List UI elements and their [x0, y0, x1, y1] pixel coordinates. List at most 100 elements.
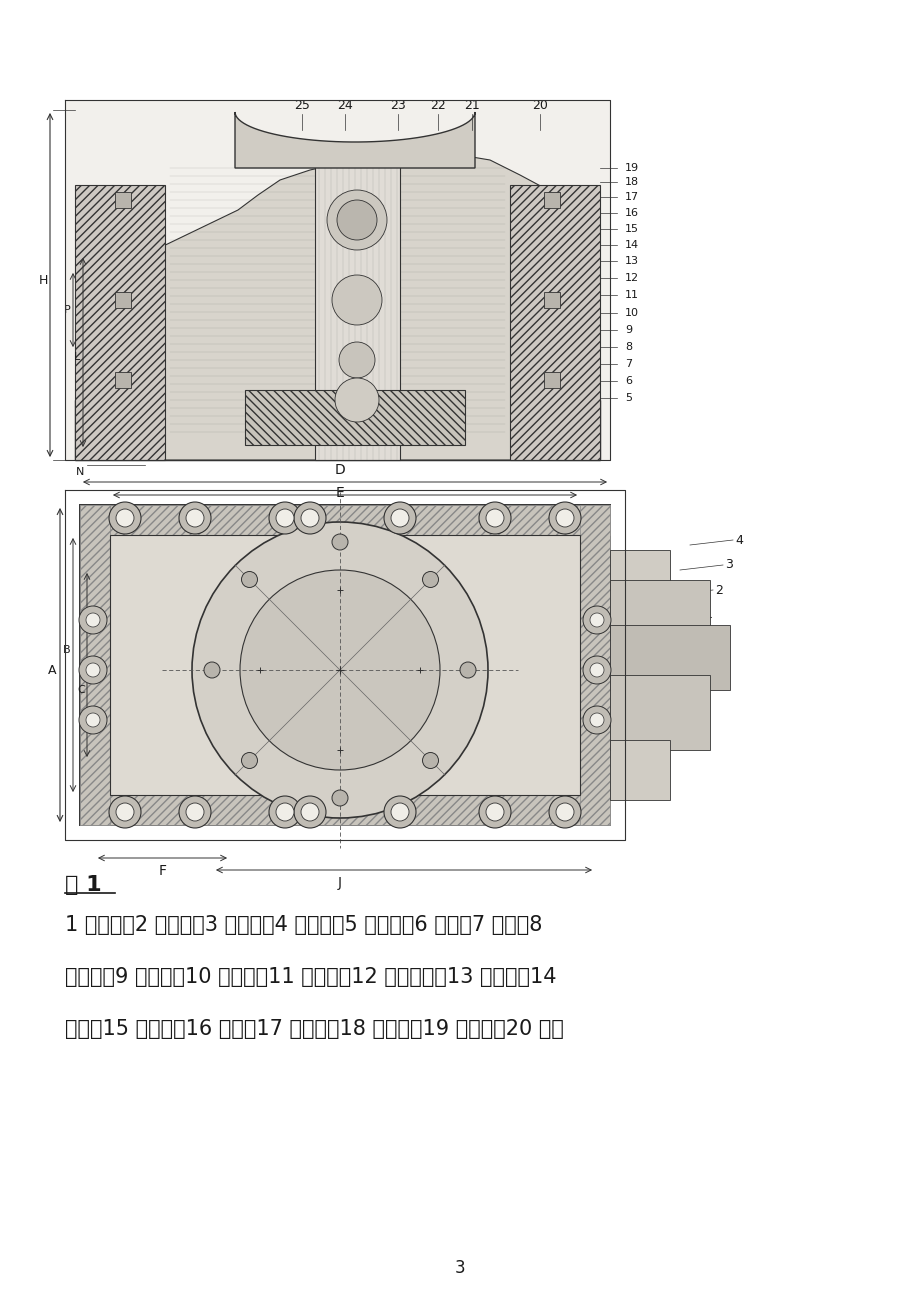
- Text: 8: 8: [624, 342, 631, 352]
- Circle shape: [589, 663, 604, 677]
- Text: 10: 10: [624, 309, 639, 318]
- Text: 19: 19: [624, 163, 639, 173]
- Text: 14: 14: [624, 240, 639, 250]
- Text: 12: 12: [624, 273, 639, 283]
- Bar: [579, 505, 609, 825]
- Text: E: E: [335, 486, 344, 500]
- Text: 3: 3: [724, 559, 732, 572]
- Circle shape: [583, 656, 610, 684]
- Circle shape: [583, 605, 610, 634]
- Bar: [609, 625, 729, 690]
- Circle shape: [301, 509, 319, 527]
- Circle shape: [391, 509, 409, 527]
- Text: P: P: [63, 305, 70, 315]
- Circle shape: [108, 796, 141, 828]
- Circle shape: [555, 803, 573, 822]
- Text: 2: 2: [714, 583, 722, 596]
- Circle shape: [332, 275, 381, 326]
- Text: B: B: [63, 644, 71, 655]
- Text: 22: 22: [430, 99, 446, 112]
- Text: J: J: [337, 876, 342, 891]
- Circle shape: [391, 803, 409, 822]
- Text: 20: 20: [531, 99, 548, 112]
- Circle shape: [79, 706, 107, 734]
- Circle shape: [336, 201, 377, 240]
- Circle shape: [589, 613, 604, 628]
- Circle shape: [583, 706, 610, 734]
- Circle shape: [294, 796, 325, 828]
- Bar: [75, 185, 165, 460]
- Bar: [609, 740, 669, 799]
- Circle shape: [549, 503, 581, 534]
- Polygon shape: [234, 112, 474, 168]
- Text: 21: 21: [463, 99, 480, 112]
- Text: A: A: [48, 664, 56, 677]
- Circle shape: [479, 503, 510, 534]
- Text: 9: 9: [624, 326, 631, 335]
- Bar: [509, 185, 599, 460]
- Text: C: C: [77, 685, 85, 695]
- Circle shape: [79, 605, 107, 634]
- Text: 螺母、15 定位销、16 螺杆、17 传动盘、18 连接盘、19 固定环、20 垫、: 螺母、15 定位销、16 螺杆、17 传动盘、18 连接盘、19 固定环、20 …: [65, 1019, 563, 1039]
- Bar: [609, 579, 709, 641]
- Polygon shape: [154, 155, 548, 460]
- Circle shape: [268, 503, 301, 534]
- Circle shape: [549, 796, 581, 828]
- Text: 15: 15: [624, 224, 639, 234]
- Circle shape: [338, 342, 375, 378]
- Circle shape: [85, 713, 100, 727]
- Circle shape: [241, 572, 257, 587]
- Circle shape: [179, 503, 210, 534]
- Bar: [543, 372, 560, 388]
- Bar: [80, 505, 110, 825]
- Circle shape: [268, 796, 301, 828]
- Circle shape: [241, 753, 257, 768]
- Text: H: H: [39, 273, 48, 286]
- Circle shape: [85, 663, 100, 677]
- Text: 24: 24: [336, 99, 353, 112]
- Bar: [314, 155, 400, 460]
- Circle shape: [116, 509, 134, 527]
- Circle shape: [204, 661, 220, 678]
- Circle shape: [301, 803, 319, 822]
- Text: 3: 3: [454, 1259, 465, 1277]
- Text: 1: 1: [704, 608, 712, 621]
- Bar: [543, 191, 560, 208]
- Text: 17: 17: [624, 191, 639, 202]
- Bar: [115, 292, 130, 309]
- Text: 定齿盘、9 动齿盘、10 定位盘、11 方刀台、12 夹紧齿盘、13 传动销、14: 定齿盘、9 动齿盘、10 定位盘、11 方刀台、12 夹紧齿盘、13 传动销、1…: [65, 967, 556, 987]
- Text: 11: 11: [624, 290, 639, 299]
- Text: 13: 13: [624, 256, 639, 266]
- Text: 6: 6: [624, 376, 631, 385]
- Bar: [80, 505, 609, 825]
- Circle shape: [485, 509, 504, 527]
- Circle shape: [460, 661, 475, 678]
- Circle shape: [555, 509, 573, 527]
- Text: 4: 4: [734, 534, 742, 547]
- Text: 16: 16: [624, 208, 639, 217]
- Circle shape: [240, 570, 439, 769]
- Text: 25: 25: [294, 99, 310, 112]
- Bar: [544, 400, 599, 460]
- Bar: [115, 191, 130, 208]
- Circle shape: [116, 803, 134, 822]
- Text: 图 1: 图 1: [65, 875, 101, 894]
- Circle shape: [186, 509, 204, 527]
- Text: 18: 18: [624, 177, 639, 187]
- Circle shape: [332, 790, 347, 806]
- Circle shape: [383, 503, 415, 534]
- Bar: [244, 391, 464, 445]
- Circle shape: [276, 803, 294, 822]
- Text: N: N: [75, 467, 85, 477]
- Bar: [543, 292, 560, 309]
- Circle shape: [179, 796, 210, 828]
- Bar: [609, 549, 669, 590]
- Circle shape: [326, 190, 387, 250]
- Bar: [65, 100, 609, 460]
- Text: 23: 23: [390, 99, 405, 112]
- Circle shape: [276, 509, 294, 527]
- Circle shape: [422, 753, 438, 768]
- Text: L: L: [74, 352, 80, 362]
- Text: 7: 7: [624, 359, 631, 368]
- Bar: [80, 505, 609, 535]
